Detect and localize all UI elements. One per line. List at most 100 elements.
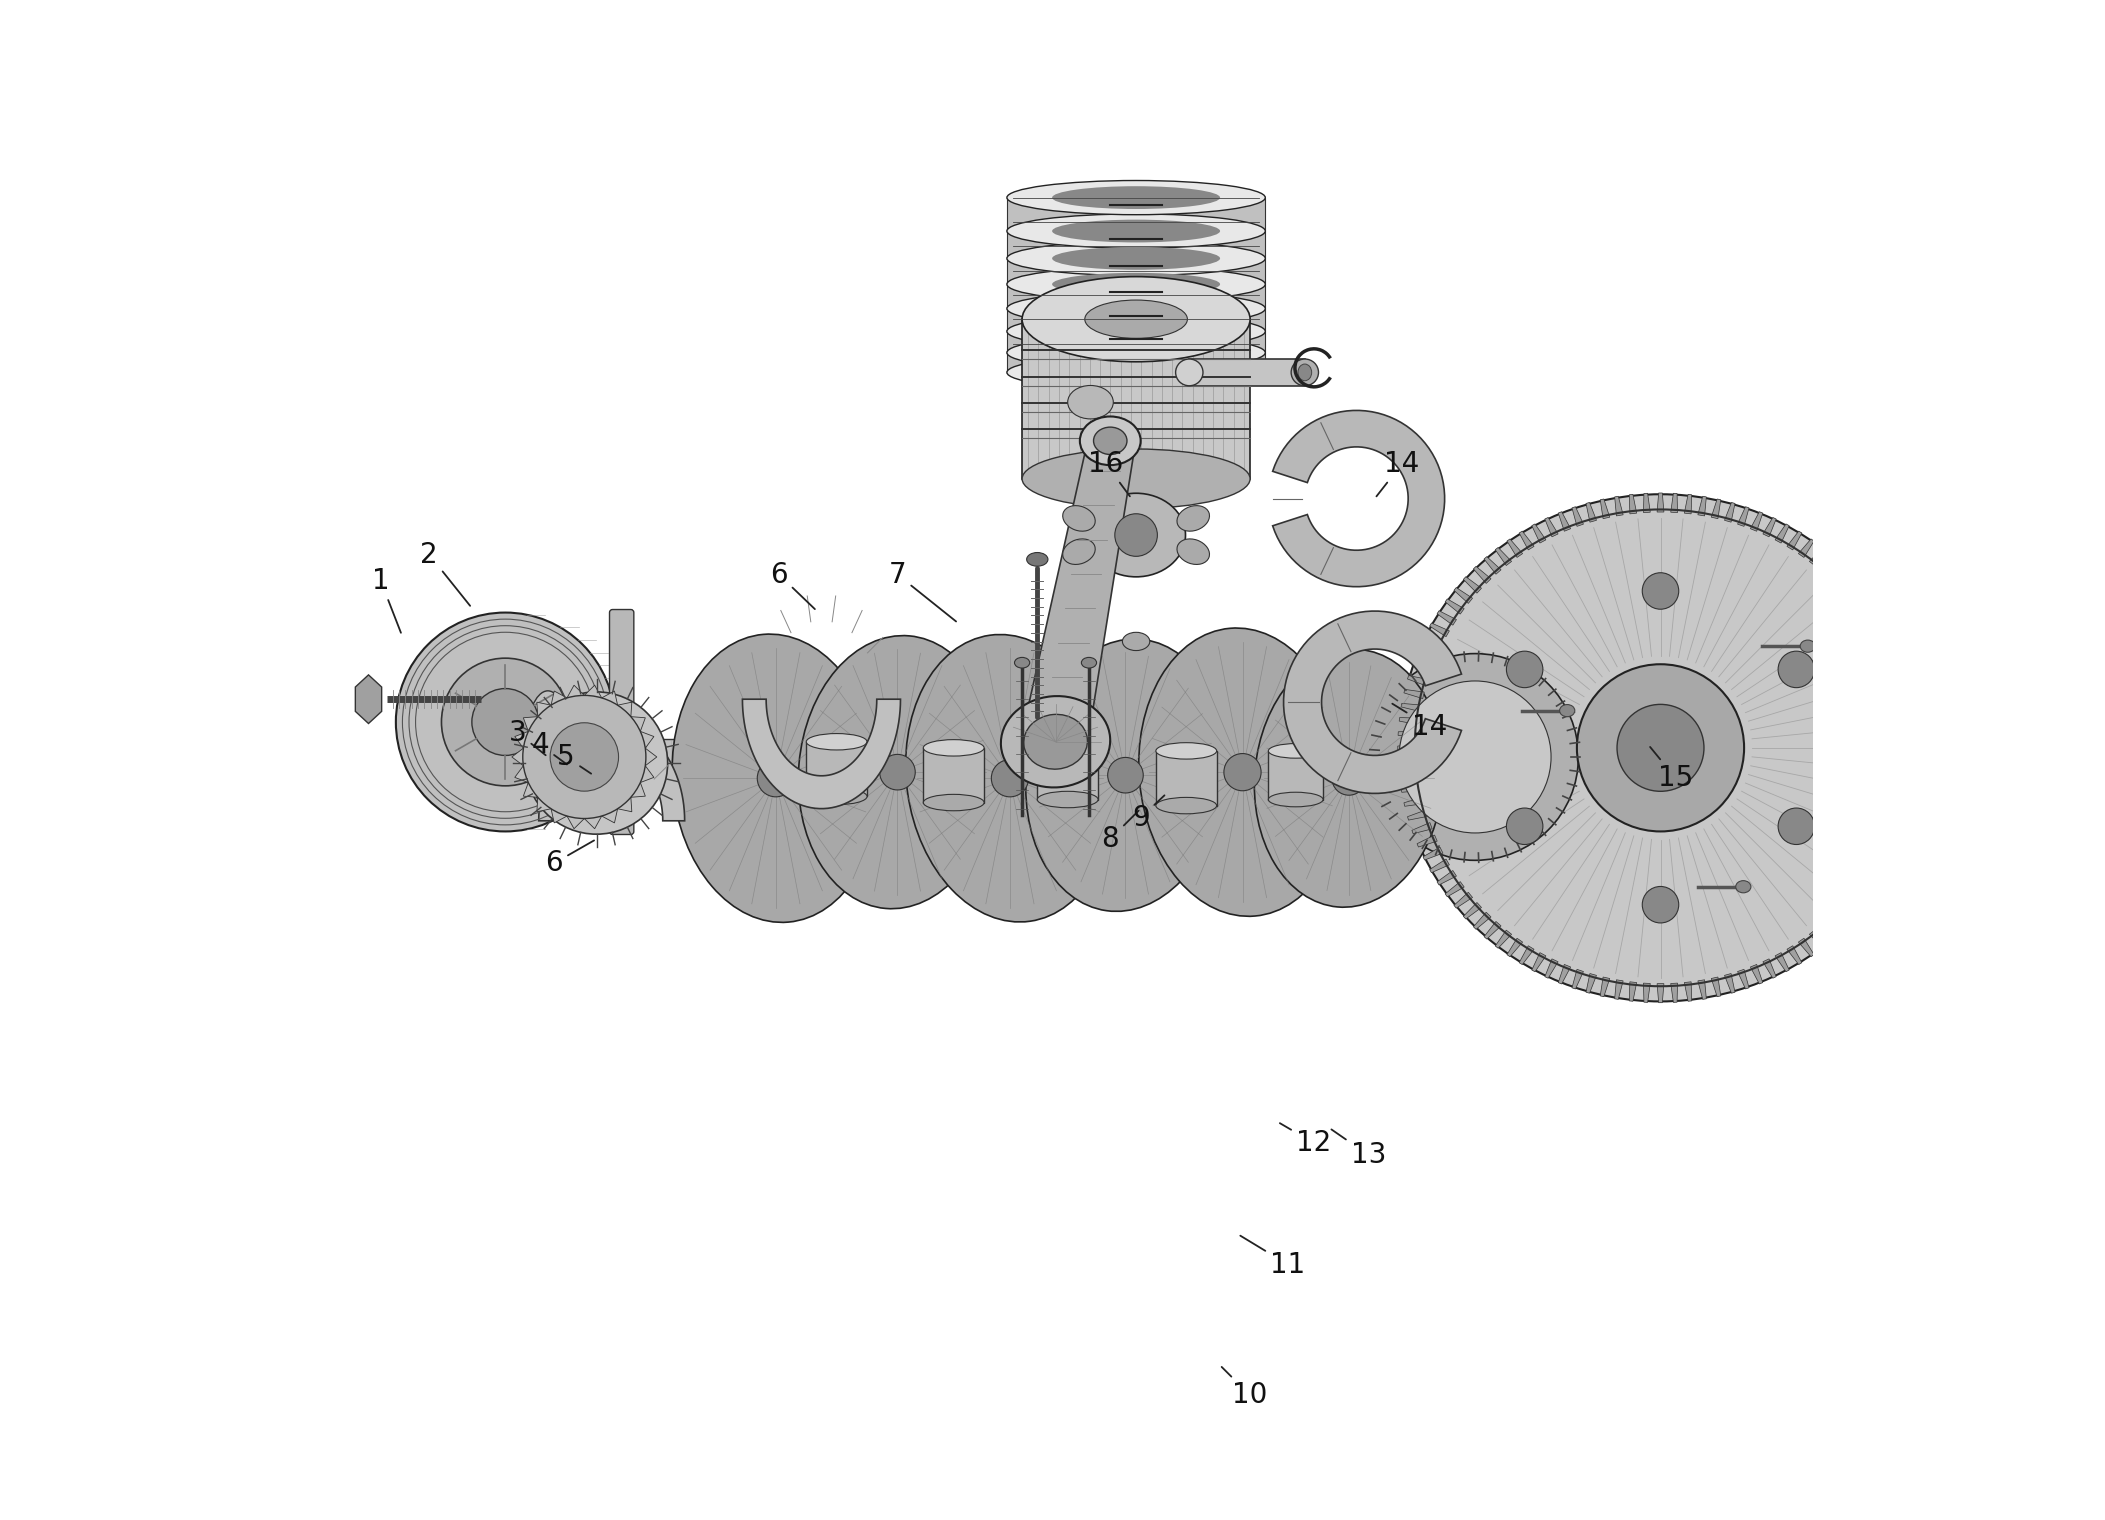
Ellipse shape <box>1052 246 1221 271</box>
Polygon shape <box>1724 503 1735 523</box>
Polygon shape <box>1600 977 1610 997</box>
Polygon shape <box>1398 745 1417 751</box>
Polygon shape <box>1404 796 1425 806</box>
Polygon shape <box>589 739 1486 787</box>
Polygon shape <box>1878 847 1899 860</box>
Ellipse shape <box>1006 315 1265 348</box>
Ellipse shape <box>1006 181 1265 214</box>
Polygon shape <box>1857 882 1876 897</box>
Text: 15: 15 <box>1650 746 1692 792</box>
Polygon shape <box>617 702 632 716</box>
Ellipse shape <box>1006 242 1265 275</box>
Ellipse shape <box>1052 185 1221 210</box>
Polygon shape <box>1878 635 1899 649</box>
Polygon shape <box>1585 503 1596 523</box>
Polygon shape <box>1751 512 1762 530</box>
Polygon shape <box>1507 540 1522 558</box>
Polygon shape <box>537 702 552 716</box>
Polygon shape <box>1484 556 1501 575</box>
Circle shape <box>522 696 646 818</box>
Text: 3: 3 <box>509 719 545 755</box>
Ellipse shape <box>1067 386 1114 420</box>
Polygon shape <box>1429 623 1450 637</box>
Ellipse shape <box>1175 359 1202 386</box>
Circle shape <box>1617 704 1703 792</box>
Ellipse shape <box>1092 427 1126 454</box>
Polygon shape <box>1438 871 1457 885</box>
Polygon shape <box>1398 731 1419 737</box>
Circle shape <box>1507 809 1543 845</box>
Text: 7: 7 <box>888 561 956 622</box>
Polygon shape <box>1423 847 1442 860</box>
Polygon shape <box>1400 771 1419 778</box>
Ellipse shape <box>1000 696 1109 787</box>
Polygon shape <box>1417 834 1438 847</box>
Polygon shape <box>1840 576 1857 593</box>
Polygon shape <box>1821 556 1838 575</box>
Polygon shape <box>566 686 585 698</box>
Ellipse shape <box>1006 214 1265 248</box>
Polygon shape <box>1006 258 1265 284</box>
Polygon shape <box>1810 930 1825 948</box>
Polygon shape <box>1274 410 1444 587</box>
Ellipse shape <box>1006 356 1265 389</box>
Circle shape <box>1642 886 1680 923</box>
Circle shape <box>880 754 916 790</box>
Text: 9: 9 <box>1132 795 1164 831</box>
Polygon shape <box>1644 983 1650 1002</box>
Text: 6: 6 <box>770 561 815 610</box>
Polygon shape <box>1871 623 1892 637</box>
Polygon shape <box>1585 973 1596 993</box>
Circle shape <box>472 689 539 755</box>
Polygon shape <box>1474 567 1490 584</box>
Ellipse shape <box>806 789 867 804</box>
Ellipse shape <box>1082 657 1097 669</box>
Circle shape <box>396 613 615 831</box>
Polygon shape <box>1006 284 1265 309</box>
Circle shape <box>758 760 794 796</box>
Polygon shape <box>1699 497 1707 515</box>
Polygon shape <box>1438 611 1457 625</box>
Polygon shape <box>512 748 524 766</box>
Polygon shape <box>1545 517 1558 537</box>
Circle shape <box>1642 573 1680 610</box>
Polygon shape <box>1284 611 1461 793</box>
Polygon shape <box>1899 704 1920 711</box>
Polygon shape <box>1884 649 1903 661</box>
Ellipse shape <box>1052 319 1221 344</box>
Polygon shape <box>1810 547 1825 565</box>
Polygon shape <box>1023 319 1250 479</box>
Circle shape <box>1372 654 1579 860</box>
Polygon shape <box>552 692 566 705</box>
Polygon shape <box>1737 970 1749 990</box>
Bar <box>1038 745 1099 800</box>
Polygon shape <box>1423 635 1442 649</box>
Polygon shape <box>1865 611 1884 625</box>
Ellipse shape <box>1084 299 1187 339</box>
Text: 6: 6 <box>545 841 594 877</box>
Polygon shape <box>1545 959 1558 979</box>
Polygon shape <box>1402 704 1421 711</box>
Polygon shape <box>524 716 537 731</box>
Polygon shape <box>1412 663 1431 673</box>
Polygon shape <box>1671 494 1678 512</box>
Polygon shape <box>1455 588 1473 603</box>
FancyBboxPatch shape <box>610 610 634 834</box>
Polygon shape <box>516 731 528 748</box>
Polygon shape <box>1840 903 1857 920</box>
Ellipse shape <box>1052 274 1221 296</box>
Polygon shape <box>1006 231 1265 258</box>
Text: 12: 12 <box>1280 1123 1332 1157</box>
Polygon shape <box>1446 882 1465 897</box>
Ellipse shape <box>806 734 867 749</box>
Polygon shape <box>1408 810 1427 821</box>
Polygon shape <box>585 686 602 698</box>
Polygon shape <box>1888 822 1909 833</box>
Circle shape <box>1779 809 1815 845</box>
Ellipse shape <box>1269 743 1324 758</box>
Ellipse shape <box>1560 705 1575 717</box>
Polygon shape <box>1404 690 1425 699</box>
Polygon shape <box>356 675 381 724</box>
Ellipse shape <box>1038 792 1099 807</box>
Ellipse shape <box>1006 292 1265 325</box>
